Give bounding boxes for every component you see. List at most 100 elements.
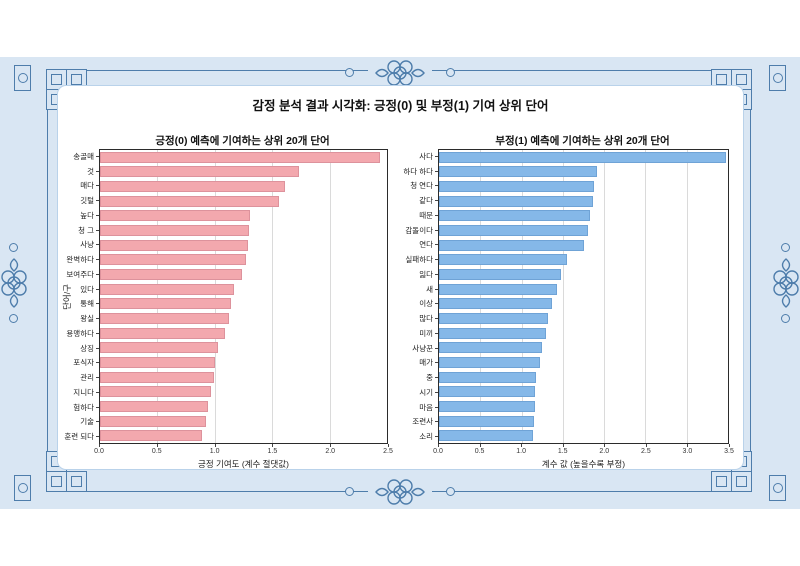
bar	[100, 181, 285, 193]
bar-row	[100, 326, 387, 341]
category-label: 중	[402, 370, 438, 385]
bar	[100, 298, 231, 310]
bar	[439, 430, 534, 442]
bar-row	[100, 341, 387, 356]
gridlines	[100, 150, 387, 443]
decorative-panel: 감정 분석 결과 시각화: 긍정(0) 및 부정(1) 기여 상위 단어 단어/…	[0, 57, 800, 509]
bar-row	[100, 414, 387, 429]
x-tick	[687, 444, 689, 447]
x-tick	[604, 444, 606, 447]
bar-row	[439, 179, 728, 194]
bar-row	[439, 428, 728, 443]
bar	[439, 151, 727, 163]
x-tick	[214, 444, 216, 447]
category-label: 미끼	[402, 326, 438, 341]
bar-row	[100, 399, 387, 414]
category-label: 소리	[402, 429, 438, 444]
bar	[439, 400, 535, 412]
gridline	[686, 150, 688, 443]
category-label: 송골매	[63, 149, 99, 164]
bar-row	[100, 282, 387, 297]
x-tick-label: 0.0	[94, 448, 104, 455]
bar-series	[100, 150, 387, 443]
endless-knot-left-icon	[0, 251, 30, 315]
bar	[100, 313, 229, 325]
bar	[439, 181, 595, 193]
bar-row	[439, 385, 728, 400]
bar	[100, 283, 235, 295]
bar-series	[439, 150, 728, 443]
category-label: 이상	[402, 297, 438, 312]
bar	[439, 327, 547, 339]
bar-row	[100, 297, 387, 312]
x-tick-label: 2.5	[640, 448, 651, 455]
box-circle-icon	[769, 475, 786, 501]
x-tick-label: 1.5	[557, 448, 568, 455]
category-label: 청 그	[63, 223, 99, 238]
bar-row	[100, 179, 387, 194]
gridline	[272, 150, 274, 443]
category-label: 하다 하다	[402, 164, 438, 179]
bar-row	[439, 355, 728, 370]
plot-area	[438, 149, 729, 444]
figure-card: 감정 분석 결과 시각화: 긍정(0) 및 부정(1) 기여 상위 단어 단어/…	[57, 85, 744, 470]
category-label: 높다	[63, 208, 99, 223]
x-tick	[729, 444, 730, 447]
bar	[100, 357, 215, 369]
chart-title-negative: 부정(1) 예측에 기여하는 상위 20개 단어	[495, 134, 670, 147]
category-label: 청 연다	[402, 179, 438, 194]
gridline	[604, 150, 606, 443]
gridline	[645, 150, 647, 443]
category-label: 훈련 되다	[63, 429, 99, 444]
category-label: 험하다	[63, 400, 99, 415]
category-label: 새	[402, 282, 438, 297]
x-tick	[479, 444, 481, 447]
bar	[100, 239, 249, 251]
bar-row	[439, 370, 728, 385]
negative-bar-chart: 부정(1) 예측에 기여하는 상위 20개 단어 사다 하다 하다 청 연다 같다 때문…	[402, 131, 734, 470]
bar-row	[439, 297, 728, 312]
bar	[439, 210, 591, 222]
category-label: 사냥	[63, 238, 99, 253]
bar-row	[100, 253, 387, 268]
category-axis: 송골매 것 매다 깃털 높다 청 그 사냥 완벽하다 보여주다 있다 통해 왕실 용맹하다 상징 포식자 관리…	[63, 149, 99, 444]
x-tick	[438, 444, 439, 447]
bar-row	[439, 267, 728, 282]
x-tick	[388, 444, 389, 447]
bar-row	[439, 209, 728, 224]
gridline	[562, 150, 564, 443]
category-label: 깃털	[63, 193, 99, 208]
plot-area	[99, 149, 388, 444]
x-tick	[645, 444, 647, 447]
category-label: 포식자	[63, 356, 99, 371]
bar-row	[100, 194, 387, 209]
category-label: 사다	[402, 149, 438, 164]
x-tick-label: 1.0	[209, 448, 220, 455]
bar-row	[439, 223, 728, 238]
gridline	[521, 150, 523, 443]
category-label: 보여주다	[63, 267, 99, 282]
x-tick	[272, 444, 274, 447]
circle-dot-icon	[345, 68, 354, 77]
category-label: 조련사	[402, 415, 438, 430]
category-label: 있다	[63, 282, 99, 297]
chart-title-positive: 긍정(0) 예측에 기여하는 상위 20개 단어	[155, 134, 330, 147]
bar-row	[100, 311, 387, 326]
category-label: 연다	[402, 238, 438, 253]
bar-row	[439, 414, 728, 429]
circle-dot-icon	[345, 487, 354, 496]
box-circle-icon	[14, 65, 31, 91]
x-axis-label: 긍정 기여도 (계수 절댓값)	[198, 459, 289, 469]
figure-title: 감정 분석 결과 시각화: 긍정(0) 및 부정(1) 기여 상위 단어	[252, 99, 549, 113]
category-label: 많다	[402, 311, 438, 326]
x-tick-label: 3.5	[724, 448, 734, 455]
bar	[100, 151, 381, 163]
circle-dot-icon	[9, 314, 18, 323]
x-tick-label: 1.5	[267, 448, 278, 455]
bar	[100, 430, 203, 442]
category-label: 매가	[402, 356, 438, 371]
category-label: 마음	[402, 400, 438, 415]
bar-row	[439, 341, 728, 356]
bar-row	[439, 311, 728, 326]
x-tick-label: 0.5	[151, 448, 162, 455]
